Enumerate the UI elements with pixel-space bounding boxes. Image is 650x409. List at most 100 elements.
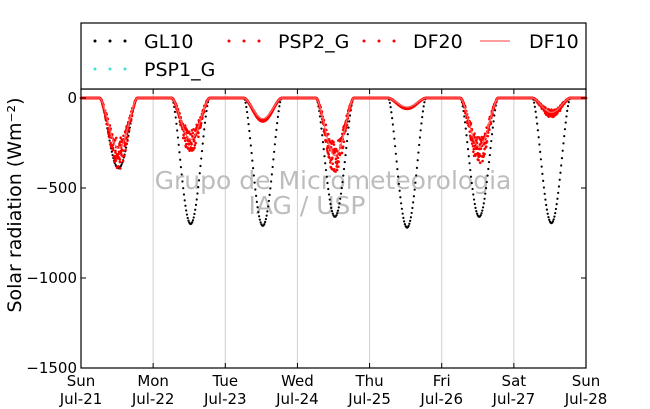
data-point	[418, 136, 422, 139]
data-point	[409, 219, 412, 222]
data-point	[342, 140, 346, 144]
data-point	[267, 205, 270, 208]
data-point	[324, 123, 328, 127]
data-point	[538, 143, 541, 146]
legend-marker	[93, 67, 97, 71]
x-tick-label: Jul-22	[131, 390, 175, 408]
legend-label: GL10	[144, 31, 194, 53]
data-point	[392, 130, 395, 133]
data-point	[420, 122, 423, 125]
data-point	[411, 206, 414, 210]
data-point	[555, 203, 558, 206]
y-tick-label: −1500	[26, 359, 77, 377]
data-point	[270, 180, 273, 183]
data-point	[319, 121, 322, 124]
data-point	[118, 167, 122, 170]
data-point	[273, 150, 276, 153]
data-point	[330, 206, 333, 209]
data-point	[479, 147, 483, 150]
data-point	[331, 212, 334, 215]
data-point	[200, 157, 203, 160]
data-point	[118, 140, 122, 144]
data-point	[264, 220, 267, 224]
data-point	[263, 222, 266, 226]
data-point	[338, 202, 341, 205]
data-point	[329, 202, 332, 206]
x-tick-label: Jul-25	[347, 390, 391, 408]
data-point	[126, 139, 129, 143]
data-point	[563, 135, 566, 138]
data-point	[333, 169, 336, 173]
data-point	[201, 142, 204, 145]
data-point	[396, 168, 399, 171]
data-point	[118, 160, 122, 164]
data-point	[483, 197, 486, 200]
data-point	[321, 134, 324, 137]
data-point	[416, 159, 419, 162]
data-point	[544, 198, 547, 201]
data-point	[276, 115, 279, 118]
legend-label: PSP2_G	[278, 31, 349, 53]
data-point	[335, 162, 339, 165]
y-tick-label: −1000	[26, 269, 77, 287]
data-point	[335, 214, 338, 217]
data-point	[552, 218, 555, 221]
data-point	[197, 135, 200, 139]
data-point	[398, 189, 401, 192]
data-point	[393, 137, 396, 140]
data-point	[419, 129, 422, 132]
data-point	[486, 134, 490, 138]
data-point	[180, 173, 183, 176]
data-point	[554, 207, 558, 211]
data-point	[534, 110, 537, 113]
axis-ticks: SunJul-21MonJul-22TueJul-23WedJul-24ThuJ…	[26, 89, 607, 408]
data-point	[255, 194, 258, 197]
data-point	[485, 126, 488, 129]
data-point	[491, 126, 494, 129]
data-point	[339, 192, 343, 195]
x-tick-label: Jul-26	[419, 390, 463, 408]
data-point	[332, 143, 336, 146]
data-point	[198, 172, 201, 175]
legend-marker	[257, 39, 261, 43]
data-point	[471, 144, 475, 148]
data-point	[563, 128, 567, 131]
data-point	[340, 151, 344, 155]
data-point	[119, 136, 122, 139]
data-point	[276, 122, 279, 125]
legend-item-df20: DF20	[362, 31, 463, 53]
data-point	[482, 152, 485, 155]
data-point	[192, 127, 195, 131]
data-point	[322, 148, 325, 151]
data-point	[390, 111, 393, 114]
series-line	[81, 97, 586, 157]
x-tick-label: Jul-28	[564, 390, 608, 408]
data-point	[473, 132, 476, 135]
legend-marker	[108, 39, 112, 43]
data-point	[121, 149, 125, 152]
data-point	[478, 161, 482, 165]
data-point	[182, 133, 185, 137]
data-point	[415, 174, 418, 177]
x-tick-label: Jul-21	[59, 390, 103, 408]
data-point	[107, 132, 111, 136]
data-point	[334, 157, 338, 161]
legend-marker	[242, 39, 246, 43]
data-point	[122, 134, 125, 138]
data-point	[545, 208, 549, 211]
data-point	[487, 167, 490, 171]
data-point	[192, 216, 195, 219]
data-point	[203, 121, 207, 124]
data-point	[341, 180, 344, 184]
data-point	[127, 128, 131, 132]
data-point	[335, 168, 339, 172]
data-point	[197, 186, 200, 189]
data-point	[191, 131, 195, 135]
data-point	[410, 211, 413, 215]
data-point	[481, 159, 484, 163]
data-point	[330, 141, 333, 145]
data-point	[187, 147, 190, 150]
data-point	[110, 150, 113, 153]
data-point	[189, 132, 193, 136]
data-point	[114, 159, 118, 162]
